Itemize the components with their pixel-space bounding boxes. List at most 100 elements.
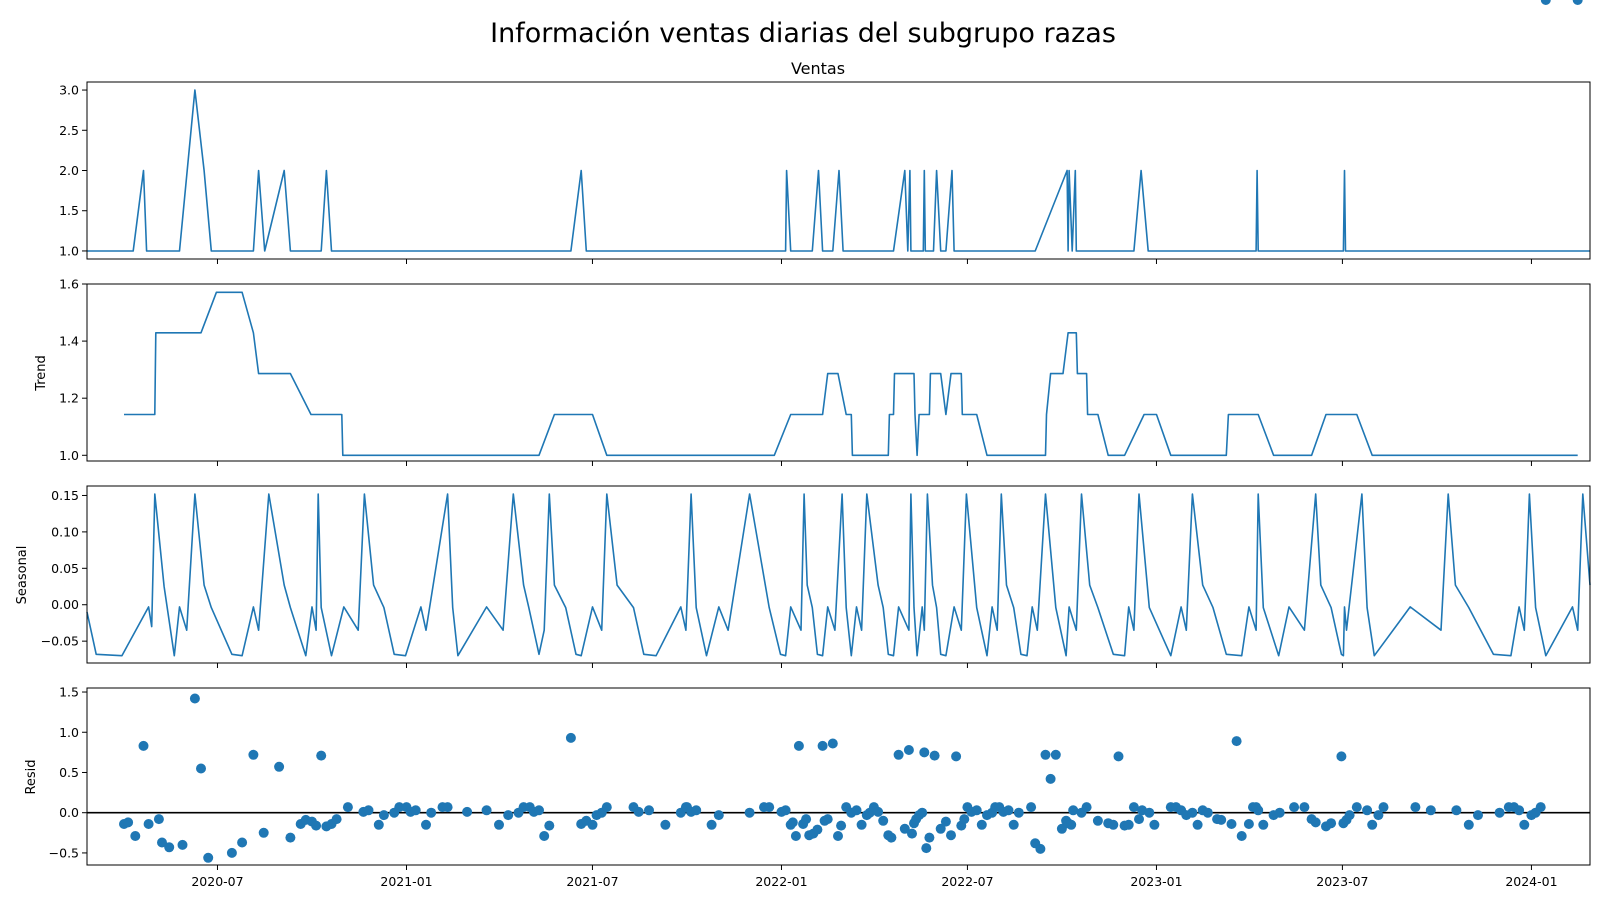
xtick-label: 2024-01 bbox=[1505, 874, 1557, 889]
resid-point bbox=[426, 807, 437, 818]
resid-point bbox=[946, 830, 956, 841]
resid-point bbox=[1535, 802, 1546, 813]
resid-point bbox=[587, 819, 598, 830]
panel-title-ventas: Ventas bbox=[791, 59, 845, 78]
resid-point bbox=[1473, 810, 1483, 821]
resid-point bbox=[203, 852, 214, 863]
resid-point bbox=[633, 806, 644, 817]
ventas-axes-frame bbox=[86, 81, 1591, 260]
seasonal-ytick-label: 0.00 bbox=[51, 597, 79, 612]
resid-point bbox=[274, 761, 285, 772]
resid-point bbox=[394, 802, 405, 813]
resid-point bbox=[691, 805, 702, 816]
resid-point bbox=[1373, 810, 1384, 821]
xtick-label: 2023-01 bbox=[1130, 874, 1182, 889]
ventas-ytick-label: 1.0 bbox=[59, 243, 79, 258]
resid-point bbox=[1253, 805, 1264, 816]
resid-point bbox=[1425, 805, 1436, 816]
xtick-label: 2021-07 bbox=[566, 874, 618, 889]
resid-point bbox=[177, 839, 188, 850]
resid-point bbox=[601, 802, 612, 813]
resid-point bbox=[421, 819, 431, 830]
resid-point bbox=[787, 817, 798, 828]
resid-point bbox=[462, 806, 473, 817]
resid-point bbox=[1451, 805, 1462, 816]
resid-point bbox=[1362, 805, 1373, 816]
ventas-line bbox=[87, 89, 1590, 252]
resid-point bbox=[836, 820, 847, 831]
resid-point bbox=[827, 738, 838, 749]
resid-point bbox=[1519, 819, 1530, 830]
resid-point bbox=[481, 805, 492, 816]
resid-point bbox=[790, 831, 801, 841]
resid-point bbox=[971, 805, 982, 816]
resid-point bbox=[1108, 819, 1119, 830]
resid-point bbox=[1216, 814, 1227, 825]
resid-point bbox=[1243, 819, 1254, 829]
resid-point bbox=[851, 805, 862, 816]
resid-point bbox=[644, 805, 654, 816]
resid-point bbox=[924, 832, 935, 843]
resid-point bbox=[544, 820, 555, 831]
resid-point bbox=[157, 837, 167, 848]
resid-point bbox=[833, 831, 843, 841]
resid-point bbox=[907, 828, 917, 839]
xtick-label: 2023-07 bbox=[1316, 874, 1368, 889]
resid-point bbox=[921, 843, 932, 854]
resid-point bbox=[342, 802, 353, 813]
resid-point bbox=[331, 814, 342, 825]
resid-point bbox=[1040, 749, 1051, 760]
resid-point bbox=[1344, 810, 1355, 821]
resid-point bbox=[1326, 818, 1337, 829]
resid-point bbox=[1068, 805, 1079, 816]
resid-point bbox=[822, 814, 833, 825]
resid-point bbox=[534, 805, 544, 816]
ylabel-seasonal: Seasonal bbox=[15, 546, 30, 605]
trend-ytick-label: 1.0 bbox=[59, 448, 79, 463]
resid-point bbox=[1514, 805, 1525, 816]
resid-point bbox=[442, 802, 453, 813]
resid-point bbox=[1045, 773, 1056, 784]
resid-point bbox=[1463, 819, 1474, 830]
ventas-ytick-label: 3.0 bbox=[59, 83, 79, 98]
panel-trend: Trend 1.0 1.2 1.4 1.6 bbox=[34, 277, 1591, 466]
resid-point bbox=[812, 824, 823, 835]
resid-point bbox=[189, 693, 200, 704]
resid-point bbox=[130, 831, 141, 841]
seasonal-line bbox=[86, 493, 1591, 657]
resid-point bbox=[226, 847, 237, 858]
resid-point bbox=[1299, 802, 1310, 813]
seasonal-series bbox=[86, 493, 1591, 657]
trend-line bbox=[124, 291, 1578, 457]
resid-point bbox=[1226, 819, 1237, 829]
xtick-label: 2021-01 bbox=[380, 874, 432, 889]
resid-point bbox=[1192, 819, 1203, 830]
ventas-ytick-label: 1.5 bbox=[59, 203, 79, 218]
resid-point bbox=[410, 805, 421, 816]
seasonal-ytick-label: 0.05 bbox=[51, 561, 79, 576]
trend-ytick-label: 1.2 bbox=[59, 391, 79, 406]
resid-point bbox=[1128, 802, 1139, 813]
resid-ytick-label: 0.5 bbox=[59, 765, 79, 780]
resid-point bbox=[1003, 805, 1014, 816]
resid-point bbox=[494, 819, 504, 830]
resid-point bbox=[817, 740, 828, 751]
resid-point bbox=[1494, 807, 1505, 818]
resid-point bbox=[237, 837, 248, 848]
resid-point bbox=[1202, 807, 1213, 818]
ylabel-resid: Resid bbox=[24, 759, 39, 794]
trend-ytick-label: 1.6 bbox=[59, 277, 79, 292]
xtick-label: 2022-07 bbox=[941, 874, 993, 889]
resid-point bbox=[153, 814, 164, 825]
ventas-ytick-label: 2.0 bbox=[59, 163, 79, 178]
ventas-ticks: 1.0 1.5 2.0 2.5 3.0 bbox=[59, 83, 1532, 264]
seasonal-ytick-label: −0.05 bbox=[41, 634, 79, 649]
resid-point bbox=[744, 807, 755, 818]
resid-point bbox=[764, 802, 775, 813]
resid-point bbox=[1123, 819, 1134, 830]
seasonal-ytick-label: 0.15 bbox=[51, 488, 79, 503]
resid-point bbox=[1367, 819, 1378, 830]
resid-ticks: −0.5 0.0 0.5 1.0 1.5 2020-07 2021-01 2021-07 202… bbox=[49, 685, 1558, 889]
resid-point bbox=[878, 815, 889, 826]
